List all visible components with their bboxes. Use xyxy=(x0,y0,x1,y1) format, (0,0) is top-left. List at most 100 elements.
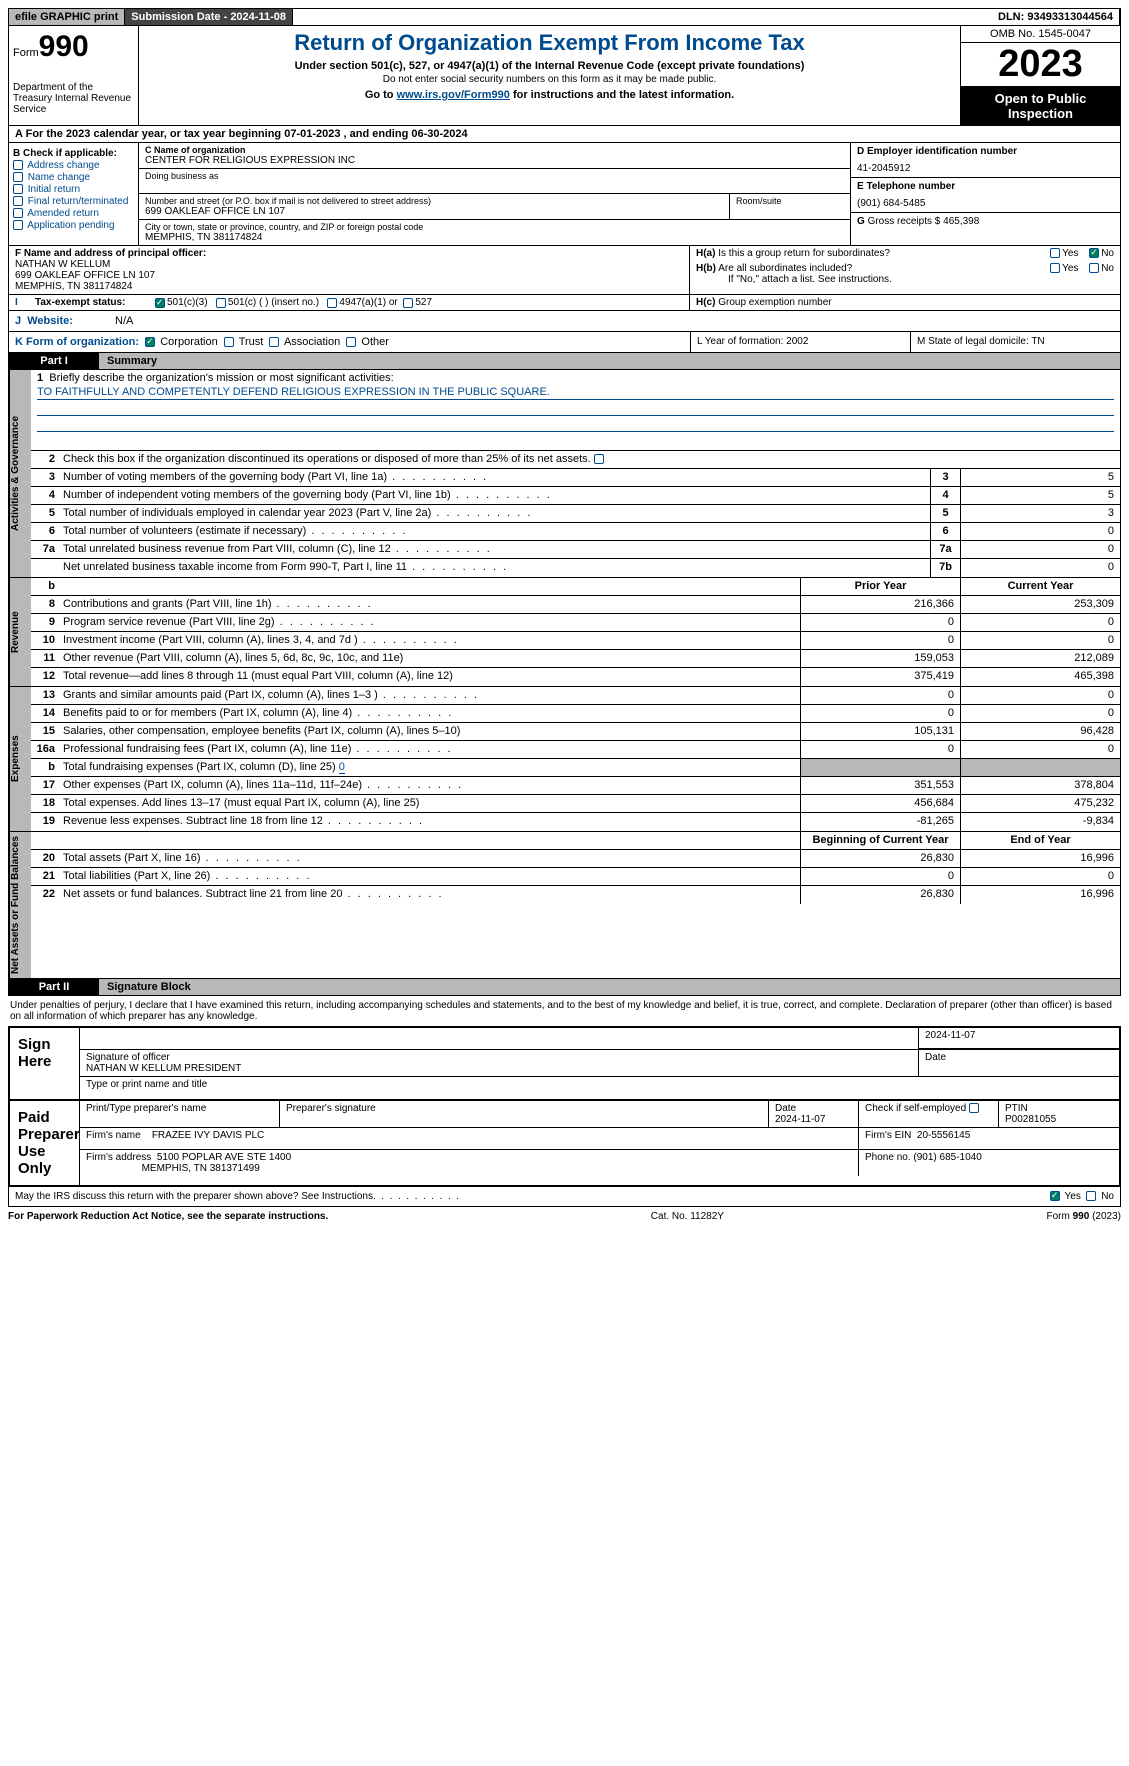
officer-name: NATHAN W KELLUM xyxy=(15,259,683,270)
val-17c: 378,804 xyxy=(960,777,1120,794)
hb-no[interactable] xyxy=(1089,263,1099,273)
part2-title: Signature Block xyxy=(99,979,1120,995)
val-15c: 96,428 xyxy=(960,723,1120,740)
page-footer: For Paperwork Reduction Act Notice, see … xyxy=(8,1211,1121,1222)
ein-value: 41-2045912 xyxy=(857,163,1114,174)
hb-label: Are all subordinates included? xyxy=(718,263,852,274)
efile-print-button[interactable]: efile GRAPHIC print xyxy=(9,9,125,25)
line2-text: Check this box if the organization disco… xyxy=(63,453,591,465)
checkbox-application-pending[interactable] xyxy=(13,220,23,230)
checkbox-final-return[interactable] xyxy=(13,196,23,206)
val-11c: 212,089 xyxy=(960,650,1120,667)
discuss-row: May the IRS discuss this return with the… xyxy=(8,1187,1121,1207)
section-a: A For the 2023 calendar year, or tax yea… xyxy=(8,126,1121,143)
discuss-no[interactable] xyxy=(1086,1191,1096,1201)
checkbox-address-change[interactable] xyxy=(13,160,23,170)
section-c: C Name of organization CENTER FOR RELIGI… xyxy=(139,143,850,245)
form990-link[interactable]: www.irs.gov/Form990 xyxy=(397,89,510,101)
val-12p: 375,419 xyxy=(800,668,960,686)
section-d-e-g: D Employer identification number 41-2045… xyxy=(850,143,1120,245)
ha-label: Is this a group return for subordinates? xyxy=(718,248,890,259)
chk-501c3[interactable] xyxy=(155,298,165,308)
street-address: 699 OAKLEAF OFFICE LN 107 xyxy=(145,206,723,217)
chk-other[interactable] xyxy=(346,337,356,347)
summary-expenses: Expenses 13Grants and similar amounts pa… xyxy=(8,687,1121,832)
officer-sig-name: NATHAN W KELLUM PRESIDENT xyxy=(86,1063,912,1074)
form-header: Form990 Department of the Treasury Inter… xyxy=(8,26,1121,126)
val-15p: 105,131 xyxy=(800,723,960,740)
chk-self-employed[interactable] xyxy=(969,1103,979,1113)
street-label: Number and street (or P.O. box if mail i… xyxy=(145,196,723,206)
ptin-value: P00281055 xyxy=(1005,1114,1056,1125)
ha-no[interactable] xyxy=(1089,248,1099,258)
section-j: J Website: N/A xyxy=(8,311,1121,332)
summary-net-assets: Net Assets or Fund Balances Beginning of… xyxy=(8,832,1121,979)
chk-527[interactable] xyxy=(403,298,413,308)
city-label: City or town, state or province, country… xyxy=(145,222,844,232)
val-18c: 475,232 xyxy=(960,795,1120,812)
department-label: Department of the Treasury Internal Reve… xyxy=(13,82,134,115)
officer-label: F Name and address of principal officer: xyxy=(15,248,206,259)
val-9p: 0 xyxy=(800,614,960,631)
checkbox-name-change[interactable] xyxy=(13,172,23,182)
val-13c: 0 xyxy=(960,687,1120,704)
dba-label: Doing business as xyxy=(145,171,844,181)
chk-corporation[interactable] xyxy=(145,337,155,347)
paid-preparer-block: Paid Preparer Use Only Print/Type prepar… xyxy=(8,1101,1121,1187)
phone-label: E Telephone number xyxy=(857,181,1114,192)
summary-governance: Activities & Governance 1 Briefly descri… xyxy=(8,370,1121,578)
val-9c: 0 xyxy=(960,614,1120,631)
vlabel-revenue: Revenue xyxy=(9,578,31,686)
vlabel-expenses: Expenses xyxy=(9,687,31,831)
chk-trust[interactable] xyxy=(224,337,234,347)
val-22p: 26,830 xyxy=(800,886,960,904)
top-bar: efile GRAPHIC print Submission Date - 20… xyxy=(8,8,1121,26)
val-12c: 465,398 xyxy=(960,668,1120,686)
open-to-public: Open to Public Inspection xyxy=(961,87,1120,125)
dln: DLN: 93493313044564 xyxy=(992,9,1120,25)
chk-discontinued[interactable] xyxy=(594,454,604,464)
firm-ein: 20-5556145 xyxy=(917,1130,970,1141)
firm-addr1: 5100 POPLAR AVE STE 1400 xyxy=(157,1152,291,1163)
discuss-yes[interactable] xyxy=(1050,1191,1060,1201)
year-formation: L Year of formation: 2002 xyxy=(690,332,910,352)
val-13p: 0 xyxy=(800,687,960,704)
summary-revenue: Revenue bPrior YearCurrent Year 8Contrib… xyxy=(8,578,1121,687)
org-name-label: C Name of organization xyxy=(145,145,844,155)
state-domicile: M State of legal domicile: TN xyxy=(910,332,1120,352)
city-state-zip: MEMPHIS, TN 381174824 xyxy=(145,232,844,243)
val-7b: 0 xyxy=(960,559,1120,577)
checkbox-initial-return[interactable] xyxy=(13,184,23,194)
sig-date: 2024-11-07 xyxy=(919,1028,1119,1049)
val-17p: 351,553 xyxy=(800,777,960,794)
form-subtitle: Under section 501(c), 527, or 4947(a)(1)… xyxy=(143,60,956,72)
room-label: Room/suite xyxy=(736,196,844,206)
ha-yes[interactable] xyxy=(1050,248,1060,258)
form-org-label: K Form of organization: xyxy=(15,336,139,348)
chk-501c[interactable] xyxy=(216,298,226,308)
instructions-link-row: Go to www.irs.gov/Form990 for instructio… xyxy=(143,89,956,101)
mission-text[interactable]: TO FAITHFULLY AND COMPETENTLY DEFEND REL… xyxy=(37,386,550,398)
val-14p: 0 xyxy=(800,705,960,722)
hdr-begin: Beginning of Current Year xyxy=(800,832,960,849)
part2-tab: Part II xyxy=(9,979,99,995)
val-16ac: 0 xyxy=(960,741,1120,758)
val-11p: 159,053 xyxy=(800,650,960,667)
val-16bc-gray xyxy=(960,759,1120,776)
checkbox-amended-return[interactable] xyxy=(13,208,23,218)
hb-yes[interactable] xyxy=(1050,263,1060,273)
val-19p: -81,265 xyxy=(800,813,960,831)
val-20c: 16,996 xyxy=(960,850,1120,867)
val-8c: 253,309 xyxy=(960,596,1120,613)
officer-addr2: MEMPHIS, TN 381174824 xyxy=(15,281,683,292)
val-7a: 0 xyxy=(960,541,1120,558)
tax-year: 2023 xyxy=(961,43,1120,87)
chk-4947[interactable] xyxy=(327,298,337,308)
prep-date: 2024-11-07 xyxy=(775,1114,825,1125)
officer-addr1: 699 OAKLEAF OFFICE LN 107 xyxy=(15,270,683,281)
gross-receipts-label: Gross receipts $ xyxy=(868,216,941,227)
chk-association[interactable] xyxy=(269,337,279,347)
sign-here-label: Sign Here xyxy=(10,1028,80,1099)
vlabel-net: Net Assets or Fund Balances xyxy=(9,832,31,978)
perjury-note: Under penalties of perjury, I declare th… xyxy=(8,996,1121,1026)
